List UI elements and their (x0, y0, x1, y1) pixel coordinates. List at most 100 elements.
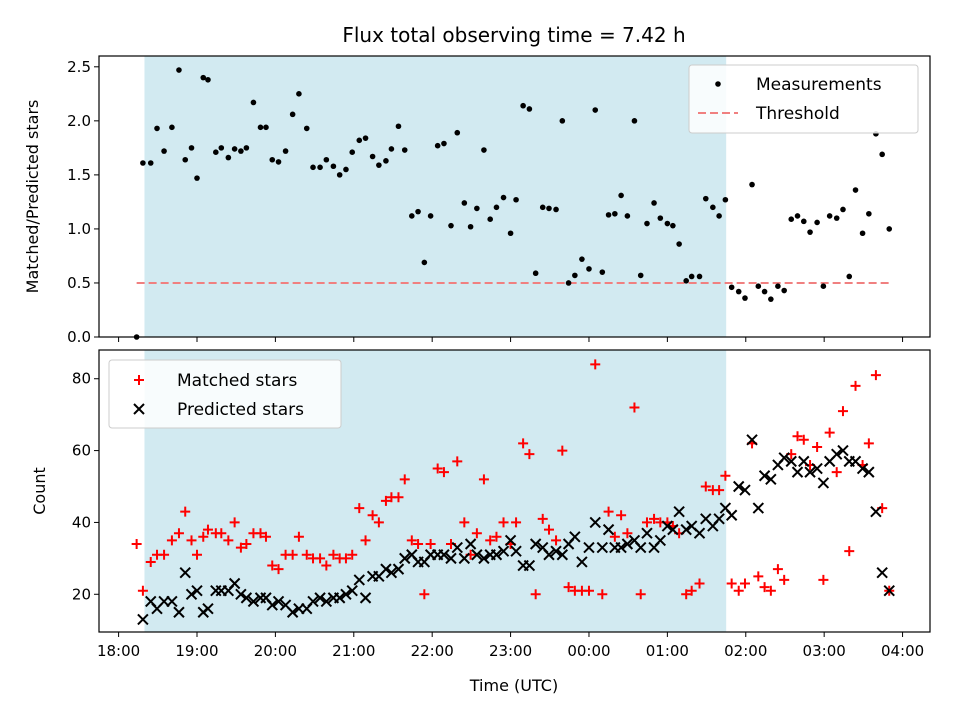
measurement-point (879, 151, 885, 158)
x-tick-label: 03:00 (803, 642, 846, 660)
predicted-star-point (228, 577, 241, 590)
measurement-point (833, 215, 840, 221)
predicted-star-point (583, 541, 595, 554)
measurement-point (553, 206, 559, 213)
predicted-star-point (458, 552, 471, 565)
measurement-point (579, 256, 585, 262)
predicted-star-point (556, 549, 569, 561)
measurement-point (559, 118, 566, 124)
matched-star-point (471, 528, 482, 539)
matched-star-point (347, 549, 358, 560)
measurement-point (383, 158, 389, 164)
x-tick-label: 22:00 (411, 642, 454, 660)
predicted-star-point (202, 602, 214, 615)
predicted-star-point (641, 527, 653, 539)
measurement-point (200, 74, 207, 81)
x-tick-label: 00:00 (567, 642, 610, 660)
measurement-point (427, 213, 434, 219)
measurement-point (702, 195, 709, 202)
matched-star-point (622, 528, 633, 539)
predicted-star-point (635, 541, 647, 554)
measurement-point (182, 156, 189, 163)
count-panel: 20 40 60 80 18:00 19:00 20:00 21:00 22:00 23:00 00… (30, 349, 931, 695)
matched-star-point (452, 456, 463, 467)
matched-star-point (380, 495, 391, 506)
predicted-star-point (247, 595, 260, 608)
matched-star-point (831, 467, 842, 478)
measurement-point (749, 181, 755, 188)
matched-star-point (563, 582, 574, 593)
matched-star-point (145, 556, 156, 567)
measurement-point (722, 196, 729, 203)
matched-star-point (792, 431, 803, 442)
measurement-point (147, 160, 154, 166)
predicted-star-point (883, 584, 895, 597)
chart-title: Flux total observing time = 7.42 h (342, 23, 685, 47)
y-axis-label: Count (30, 467, 49, 515)
measurement-point (735, 288, 742, 295)
matched-star-point (293, 531, 304, 542)
predicted-star-point (385, 567, 398, 579)
predicted-star-point (725, 509, 738, 521)
legend-marker-predicted (133, 403, 145, 415)
measurement-point (161, 148, 167, 154)
predicted-star-point (661, 520, 674, 532)
measurement-point (493, 204, 500, 211)
matched-star-point (694, 578, 705, 589)
measurement-point (421, 259, 428, 266)
y-tick-label: 0.0 (67, 328, 91, 346)
matched-star-point (590, 359, 601, 370)
matched-star-point (629, 402, 640, 413)
measurement-point (238, 148, 244, 154)
matched-star-point (511, 517, 522, 528)
matched-star-point (166, 535, 177, 546)
matched-star-point (315, 553, 326, 564)
measurement-point (461, 200, 468, 206)
predicted-star-point (791, 466, 804, 478)
measurement-point (362, 135, 369, 141)
measurement-point (664, 220, 671, 227)
measurement-point (852, 187, 859, 193)
measurement-point (205, 76, 211, 83)
predicted-star-point (693, 527, 706, 539)
matched-star-point (159, 549, 170, 560)
predicted-star-point (831, 448, 843, 460)
legend-marker-measurements (715, 81, 721, 87)
legend: Measurements Threshold (688, 64, 919, 134)
measurement-point (415, 208, 421, 215)
matched-star-point (432, 463, 443, 474)
measurement-point (349, 149, 356, 155)
measurement-point (696, 273, 703, 280)
y-tick-label: 2.0 (67, 112, 91, 130)
measurement-point (612, 210, 618, 217)
measurement-point (169, 124, 175, 131)
matched-star-point (609, 531, 620, 542)
matched-star-point (287, 549, 298, 560)
y-axis-label: Matched/Predicted stars (23, 100, 42, 294)
predicted-star-point (392, 563, 405, 575)
measurement-point (513, 196, 519, 203)
axes-frame (98, 349, 931, 633)
measurement-point (526, 106, 533, 112)
predicted-star-point (752, 502, 765, 514)
measurement-point (826, 213, 833, 219)
matched-star-point (524, 449, 535, 460)
predicted-star-point (286, 606, 299, 618)
matched-star-point (229, 517, 240, 528)
predicted-star-point (179, 567, 191, 579)
measurement-point (532, 270, 539, 277)
measurement-point (441, 140, 447, 147)
predicted-star-point (191, 584, 203, 597)
predicted-star-point (166, 595, 178, 608)
measurement-point (651, 200, 657, 206)
matched-star-point (321, 560, 332, 571)
predicted-star-point (333, 592, 346, 604)
matched-star-point (478, 474, 489, 485)
matched-star-point (537, 513, 548, 524)
measurement-point (586, 266, 592, 272)
measurement-point (409, 213, 415, 219)
measurement-point (376, 162, 382, 168)
legend-label-matched: Matched stars (177, 371, 297, 391)
predicted-star-point (451, 541, 463, 554)
measurement-point (676, 241, 682, 247)
